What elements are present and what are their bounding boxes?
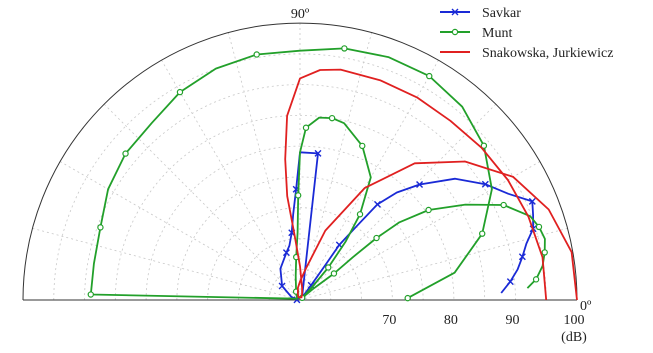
data-point [330, 270, 338, 277]
data-point [176, 88, 184, 96]
legend-item: Savkar [440, 6, 521, 21]
data-point [528, 197, 536, 205]
radial-tick-label: 70 [382, 313, 396, 328]
grid-spoke [299, 227, 568, 301]
grid-ring [114, 114, 486, 301]
data-point [373, 200, 381, 208]
angle-label: 90º [291, 7, 310, 22]
legend: Savkar Munt Snakowska, Jurkiewicz [440, 6, 613, 61]
grid-ring [207, 207, 393, 301]
grid-spoke [299, 103, 497, 301]
data-point [356, 211, 364, 218]
series-munt [87, 45, 548, 302]
data-point [451, 8, 459, 16]
unit-label: (dB) [561, 330, 587, 345]
legend-item: Munt [440, 26, 512, 41]
grid-spoke [103, 103, 301, 301]
legend-label: Snakowska, Jurkiewicz [482, 46, 613, 61]
data-point [426, 72, 433, 80]
series-line [284, 68, 578, 301]
series-snakowska-jurkiewicz [284, 68, 578, 301]
data-point [541, 249, 548, 256]
legend-label: Munt [482, 26, 512, 41]
data-point [325, 264, 332, 271]
radial-tick-label: 100 [564, 313, 585, 328]
data-point [535, 223, 543, 231]
data-point [481, 180, 489, 188]
grid-spoke [161, 59, 301, 301]
series-line [279, 151, 534, 301]
data-point [314, 149, 322, 157]
data-point [282, 249, 290, 257]
grid-spoke [32, 227, 301, 301]
radial-tick-label: 90 [505, 313, 519, 328]
data-point [278, 282, 286, 290]
outer-arc [22, 22, 578, 301]
data-point [359, 142, 366, 150]
legend-label: Savkar [482, 6, 521, 21]
data-point [506, 278, 514, 286]
grid-spoke [299, 161, 541, 301]
data-point [500, 201, 507, 209]
data-point [451, 28, 459, 36]
data-point [328, 114, 336, 122]
grid-ring [145, 145, 455, 301]
data-point [373, 234, 380, 242]
grid-spoke [299, 59, 439, 301]
data-point [532, 276, 540, 283]
data-point [518, 253, 526, 261]
axis-labels: 70 80 90 100 (dB) 90º 0º [291, 7, 592, 345]
data-point [404, 294, 411, 302]
series-line [89, 47, 546, 300]
data-point [122, 150, 129, 157]
data-point [341, 45, 348, 52]
angle-label: 0º [580, 299, 592, 314]
grid-spoke [227, 32, 301, 301]
data-point [480, 142, 488, 149]
data-point [425, 206, 432, 214]
data-point [302, 124, 310, 131]
data-point [416, 181, 424, 189]
radial-tick-label: 80 [444, 313, 458, 328]
data-point [97, 224, 104, 231]
legend-item: Snakowska, Jurkiewicz [440, 46, 613, 61]
data-point [87, 291, 94, 298]
data-point [479, 230, 486, 237]
series-layer [87, 45, 578, 304]
data-point [294, 192, 302, 199]
grid-spoke [59, 161, 301, 301]
data-point [253, 51, 260, 58]
